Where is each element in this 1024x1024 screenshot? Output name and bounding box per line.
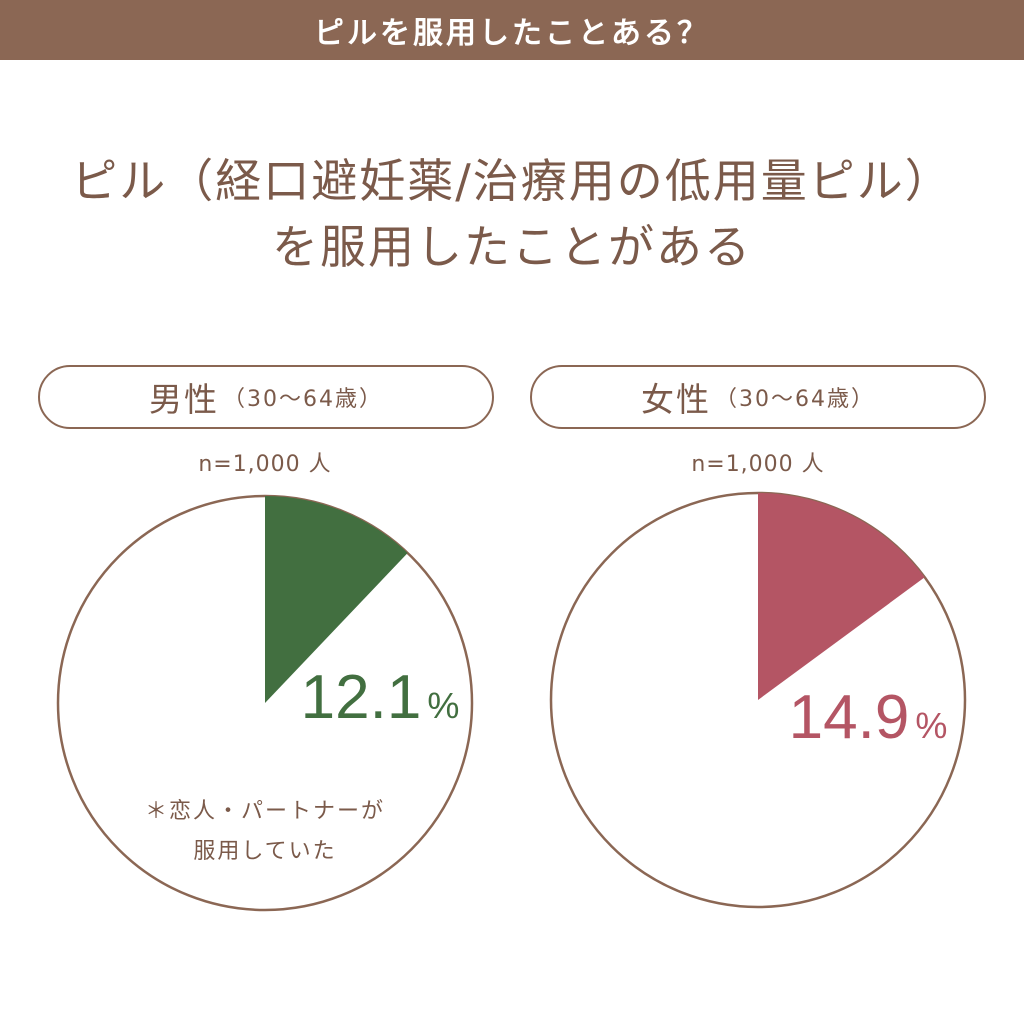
female-age-range: （30～64歳） — [715, 387, 875, 412]
title-line-2: を服用したことがある — [272, 220, 752, 274]
header-title: ピルを服用したことある？ — [314, 16, 710, 51]
male-age-range: （30～64歳） — [223, 387, 383, 412]
female-value-label: 14.9% — [789, 683, 948, 752]
male-note-line-2: 服用していた — [193, 839, 336, 864]
female-pie-chart: 14.9% — [549, 491, 967, 909]
female-pie-slice — [758, 493, 925, 700]
female-unit: % — [915, 705, 947, 746]
male-unit: % — [427, 685, 459, 726]
male-pie-slice — [265, 496, 408, 703]
female-group-label: 女性 （30～64歳） — [530, 365, 986, 429]
page-title: ピル（経口避妊薬/治療用の低用量ピル） を服用したことがある — [0, 148, 1024, 280]
female-sample-size: n=1,000 人 — [691, 452, 825, 477]
male-pie-chart: 12.1% ＊恋人・パートナーが 服用していた — [56, 494, 474, 912]
female-title: 女性 — [641, 380, 711, 419]
male-value: 12.1 — [301, 663, 422, 732]
male-value-label: 12.1% — [301, 663, 460, 732]
male-group-label: 男性 （30～64歳） — [38, 365, 494, 429]
male-sample-size: n=1,000 人 — [198, 452, 332, 477]
title-line-1: ピル（経口避妊薬/治療用の低用量ピル） — [71, 154, 953, 208]
male-title: 男性 — [149, 380, 219, 419]
male-note-line-1: ＊恋人・パートナーが — [145, 799, 385, 824]
header-banner: ピルを服用したことある？ — [0, 0, 1024, 60]
female-value: 14.9 — [789, 683, 910, 752]
